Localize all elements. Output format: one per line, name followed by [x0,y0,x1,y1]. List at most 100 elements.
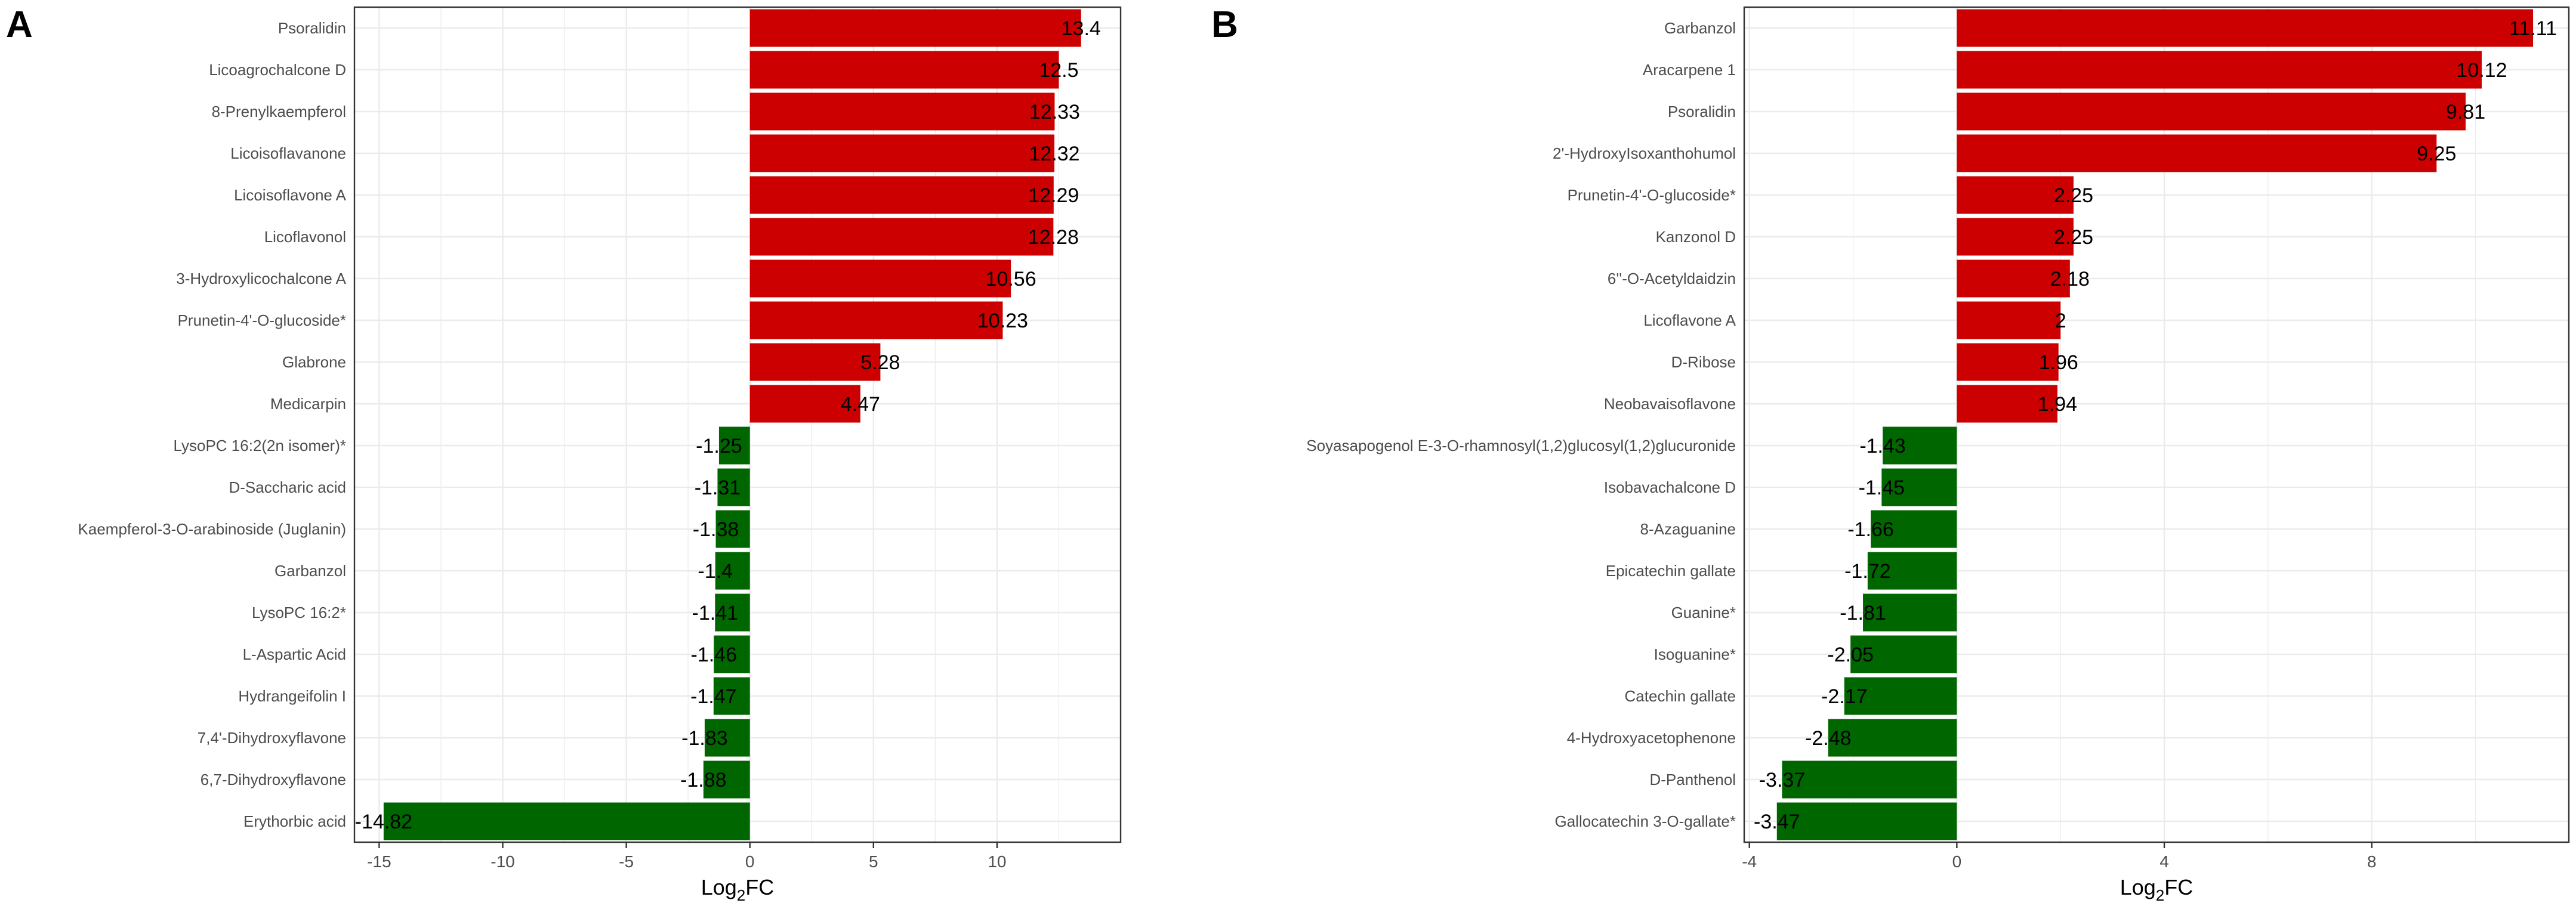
panel-tag: A [6,4,33,45]
value-label: 12.32 [1029,143,1079,165]
value-label: -1.72 [1844,560,1891,583]
value-label: 10.23 [977,310,1028,332]
value-label: -1.83 [681,727,728,750]
category-label: Licoisoflavanone [230,144,346,162]
category-label: Licoisoflavone A [234,186,347,204]
category-label: Isobavachalcone D [1604,478,1736,496]
category-label: D-Ribose [1671,353,1736,371]
value-label: 11.11 [2509,17,2557,40]
x-tick-label: 0 [745,852,755,871]
bar [715,593,750,632]
x-axis-title-subscript: 2 [2156,886,2164,904]
panel-b-chart: B Garbanzol 11.11 Aracarpene 1 10.12 Psoralid… [1211,4,2570,904]
value-label: 12.28 [1028,226,1079,249]
value-label: -1.88 [680,769,727,791]
value-label: -2.48 [1805,727,1852,750]
value-label: 2.25 [2054,226,2093,249]
category-label: 2'-HydroxyIsoxanthohumol [1553,144,1736,162]
category-label: Kaempferol-3-O-arabinoside (Juglanin) [78,520,346,538]
category-label: 4-Hydroxyacetophenone [1567,729,1736,747]
x-tick-label: -4 [1742,852,1757,871]
category-label: Erythorbic acid [243,812,346,830]
bar [1782,760,1957,799]
category-label: Licoflavonol [264,228,346,246]
category-label: Licoflavone A [1643,311,1736,329]
x-tick-label: -10 [490,852,514,871]
category-label: Aracarpene 1 [1643,61,1736,79]
category-label: Prunetin-4'-O-glucoside* [1568,186,1736,204]
bar [713,677,750,715]
category-label: 6''-O-Acetyldaidzin [1608,270,1736,287]
category-label: Psoralidin [1668,103,1736,120]
bar [1957,301,2061,339]
category-label: Licoagrochalcone D [209,61,346,79]
value-label: 10.12 [2456,59,2507,82]
value-label: 12.29 [1028,184,1079,207]
value-label: 1.96 [2039,351,2078,374]
bar [749,218,1054,256]
bar [715,552,750,590]
x-tick-label: 5 [869,852,878,871]
value-label: -1.47 [690,685,737,708]
value-label: 10.56 [986,268,1036,290]
category-label: Medicarpin [270,395,346,413]
value-label: 5.28 [860,351,900,374]
bar [1957,134,2437,172]
bar [1883,426,1957,465]
value-label: 2.25 [2054,184,2093,207]
value-label: -1.41 [692,602,739,624]
bar [749,176,1054,214]
x-axis-title: Log2FC [701,875,775,904]
value-label: -1.38 [693,518,739,541]
category-label: Gallocatechin 3-O-gallate* [1555,812,1736,830]
bar [717,468,750,506]
category-label: 6,7-Dihydroxyflavone [200,771,346,789]
bar [715,510,750,548]
bar [749,385,860,423]
bar [749,9,1081,47]
value-label: -1.43 [1859,435,1906,457]
value-label: -2.05 [1827,644,1874,666]
bar [1850,635,1957,673]
bar [749,134,1054,172]
value-label: -1.46 [690,644,737,666]
category-label: 8-Azaguanine [1640,520,1736,538]
panel-border [1743,6,2570,843]
x-tick-label: 4 [2159,852,2169,871]
bar [1957,385,2057,423]
category-label: L-Aspartic Acid [243,645,346,663]
category-label: Garbanzol [1664,19,1736,37]
category-label: 7,4'-Dihydroxyflavone [198,729,346,747]
bar [749,92,1055,131]
value-label: 9.81 [2446,101,2485,123]
category-label: Prunetin-4'-O-glucoside* [178,311,346,329]
bar [1881,468,1957,506]
category-label: D-Saccharic acid [229,478,346,496]
value-label: -1.31 [695,477,741,499]
value-label: 13.4 [1062,17,1101,40]
bar [1957,176,2074,214]
panel-tag: B [1211,4,1238,45]
category-label: Isoguanine* [1654,645,1736,663]
category-label: Epicatechin gallate [1606,562,1736,580]
bar [714,635,750,673]
category-label: Psoralidin [278,19,346,37]
bar [749,343,881,381]
x-tick-label: 10 [988,852,1006,871]
value-label: -2.17 [1821,685,1868,708]
value-label: 9.25 [2417,143,2456,165]
bar [1828,719,1957,757]
value-label: -1.66 [1847,518,1894,541]
value-label: 4.47 [841,393,880,416]
bar [1871,510,1957,548]
x-tick-label: 8 [2367,852,2377,871]
category-label: Neobavaisoflavone [1604,395,1736,413]
category-label: Hydrangeifolin I [238,687,346,705]
value-label: 2.18 [2050,268,2090,290]
value-label: -3.47 [1754,811,1800,833]
category-label: 8-Prenylkaempferol [212,103,346,120]
x-axis-title: Log2FC [2120,875,2194,904]
category-label: 3-Hydroxylicochalcone A [176,270,346,287]
value-label: -1.45 [1859,477,1905,499]
value-label: 12.5 [1039,59,1078,82]
